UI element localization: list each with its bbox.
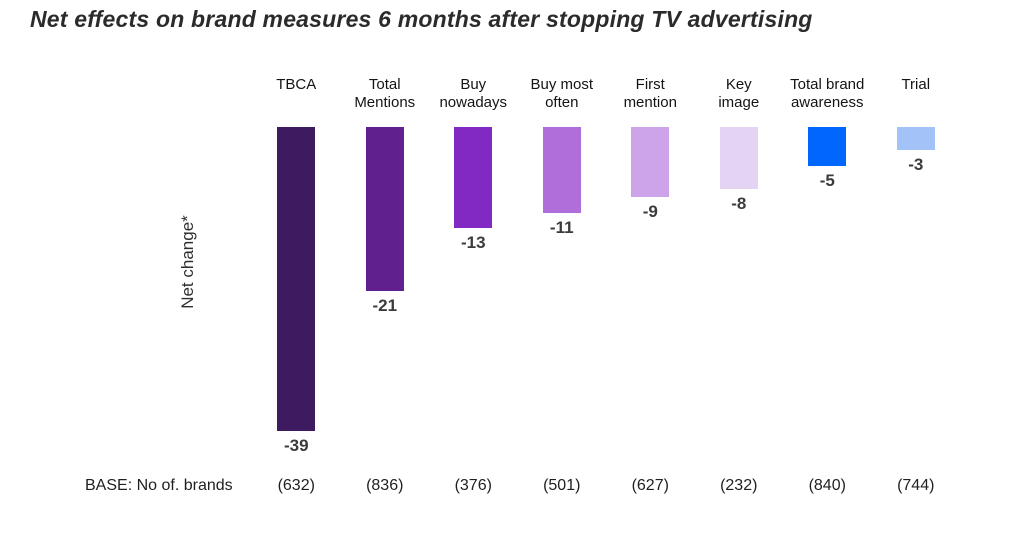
bar [277, 127, 316, 431]
chart-column: First mention -9 [606, 76, 695, 456]
y-axis-label: Net change* [178, 215, 197, 309]
bar [631, 127, 670, 197]
bar [896, 127, 935, 150]
chart-column: Buy nowadays -13 [429, 76, 518, 456]
value-label: -9 [642, 202, 658, 221]
bar [454, 127, 493, 228]
category-label: Key image [718, 76, 760, 111]
base-value: (376) [454, 477, 492, 494]
value-label: -21 [372, 296, 398, 315]
base-value: (627) [631, 477, 669, 494]
base-value: (232) [720, 477, 758, 494]
base-value: (836) [366, 477, 404, 494]
chart-column: Buy most often -11 [518, 76, 607, 456]
bar-columns: TBCA -39 Total Mentions -21 Buy nowadays -13 Buy… [252, 76, 960, 456]
value-label: -8 [731, 194, 747, 213]
bar [719, 127, 758, 189]
chart-column: Trial -3 [872, 76, 961, 456]
bar [365, 127, 404, 291]
base-value: (744) [897, 477, 935, 494]
category-label: First mention [623, 76, 677, 111]
category-label: Buy most often [530, 76, 594, 111]
chart-title: Net effects on brand measures 6 months a… [30, 6, 813, 32]
base-row-label: BASE: No of. brands [85, 477, 233, 494]
base-value: (632) [277, 477, 315, 494]
value-label: -13 [460, 233, 486, 252]
value-label: -5 [819, 171, 835, 190]
category-label: TBCA [276, 76, 317, 93]
value-label: -11 [549, 218, 574, 237]
base-value: (840) [808, 477, 846, 494]
category-label: Total brand awareness [790, 76, 865, 111]
value-label: -3 [908, 155, 924, 174]
category-label: Buy nowadays [439, 76, 508, 111]
base-value: (501) [543, 477, 581, 494]
bar [808, 127, 847, 166]
bar [542, 127, 581, 213]
category-label: Trial [901, 76, 931, 93]
chart-column: Total Mentions -21 [341, 76, 430, 456]
chart-column: Key image -8 [695, 76, 784, 456]
chart-column: TBCA -39 [252, 76, 341, 456]
chart-column: Total brand awareness -5 [783, 76, 872, 456]
category-label: Total Mentions [354, 76, 416, 111]
value-label: -39 [283, 436, 309, 455]
base-values-row: (632) (836) (376) (501) (627) (232) (840) (744) [252, 477, 960, 495]
